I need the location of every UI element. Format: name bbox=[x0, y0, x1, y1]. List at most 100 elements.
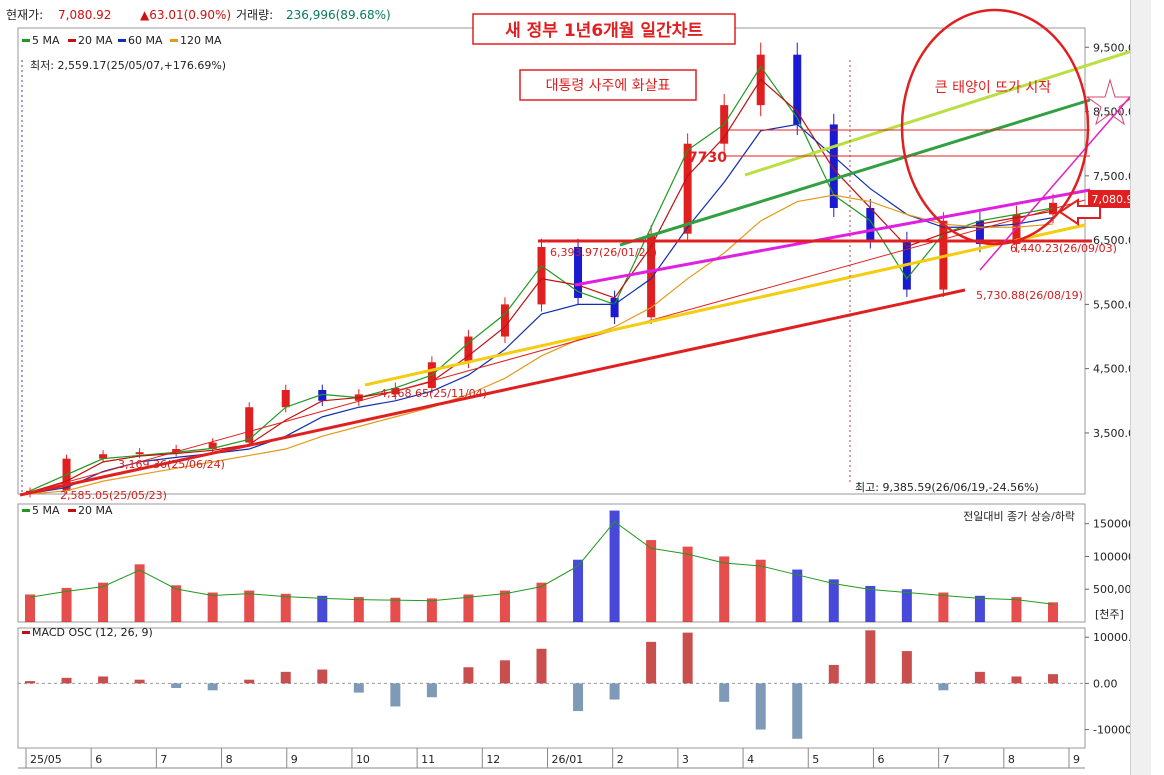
x-tick-label: 25/05 bbox=[30, 753, 62, 766]
vol-legend-label-0: 5 MA bbox=[32, 504, 60, 517]
macd-bar bbox=[98, 676, 109, 684]
macd-bar bbox=[974, 671, 985, 684]
candle-body bbox=[610, 297, 619, 318]
macd-bar bbox=[317, 669, 328, 684]
macd-bar bbox=[134, 679, 145, 684]
x-tick-label: 10 bbox=[356, 753, 370, 766]
legend-swatch-0 bbox=[22, 39, 30, 42]
macd-bar bbox=[171, 683, 182, 688]
macd-bar bbox=[353, 683, 364, 693]
change-value: ▲63.01(0.90%) bbox=[140, 8, 231, 22]
candle-body bbox=[245, 407, 254, 443]
legend-label-1: 20 MA bbox=[78, 34, 113, 47]
volume-bar bbox=[207, 592, 218, 622]
macd-bar bbox=[536, 648, 547, 684]
macd-y-tick-label: -10000.00 bbox=[1093, 724, 1130, 737]
volume-bar bbox=[646, 540, 657, 622]
level-7730: 7730 bbox=[688, 150, 727, 166]
trend-magenta bbox=[574, 188, 1091, 287]
volume-value: 236,996(89.68%) bbox=[286, 8, 391, 22]
sun-note: 큰 태양이 뜨가 시작 bbox=[935, 80, 1052, 96]
x-tick-label: 8 bbox=[226, 753, 233, 766]
legend-label-3: 120 MA bbox=[180, 34, 222, 47]
volume-bar bbox=[865, 585, 876, 622]
candle-body bbox=[318, 390, 327, 401]
x-tick-label: 5 bbox=[812, 753, 819, 766]
volume-bar bbox=[573, 559, 584, 622]
vol-legend-label-1: 20 MA bbox=[78, 504, 113, 517]
current-price-badge bbox=[1088, 190, 1130, 208]
candle-body bbox=[99, 454, 108, 459]
candle-body bbox=[500, 304, 509, 337]
trend-channel-thin bbox=[19, 199, 1086, 496]
volume-bar bbox=[536, 582, 547, 622]
volume-bar bbox=[719, 556, 730, 622]
price-y-tick-label: 4,500.00 bbox=[1093, 363, 1130, 376]
trend-lime bbox=[744, 50, 1130, 177]
x-tick-label: 2 bbox=[617, 753, 624, 766]
x-tick-label: 7 bbox=[943, 753, 950, 766]
x-tick-label: 12 bbox=[486, 753, 500, 766]
candle-body bbox=[647, 233, 656, 318]
trend-green bbox=[619, 98, 1091, 247]
vertical-scrollbar[interactable] bbox=[1130, 0, 1151, 775]
macd-y-tick-label: 0.00 bbox=[1093, 677, 1118, 690]
current-price-badge-text: 7,080.92 bbox=[1092, 193, 1130, 206]
candle-body bbox=[464, 336, 473, 363]
legend-swatch-3 bbox=[170, 39, 178, 42]
price-y-tick-label: 3,500.00 bbox=[1093, 427, 1130, 440]
price-y-tick-label: 9,500.00 bbox=[1093, 41, 1130, 54]
volume-bar bbox=[134, 564, 145, 622]
volume-bar bbox=[463, 594, 474, 622]
legend-swatch-2 bbox=[118, 39, 126, 42]
volume-bar bbox=[682, 546, 693, 622]
macd-bar bbox=[390, 683, 401, 707]
macd-bar bbox=[719, 683, 730, 702]
low-note: 최저: 2,559.17(25/05/07,+176.69%) bbox=[30, 59, 226, 72]
volume-bar bbox=[98, 582, 109, 622]
vol-y-tick-label: 1000000 bbox=[1093, 550, 1130, 563]
macd-bar bbox=[280, 671, 291, 684]
vol-ma5-line bbox=[29, 521, 1054, 605]
vol-y-tick-label: 500,000 bbox=[1093, 583, 1130, 596]
volume-bar bbox=[755, 559, 766, 622]
macd-bar bbox=[1048, 674, 1058, 684]
label-6393: 6,393.97(26/01/21) bbox=[550, 246, 657, 259]
legend-label-0: 5 MA bbox=[32, 34, 60, 47]
volume-bar bbox=[25, 594, 35, 622]
candle-body bbox=[866, 207, 875, 241]
volume-bar bbox=[280, 593, 291, 622]
x-tick-label: 9 bbox=[1073, 753, 1080, 766]
label-3169: 3,169.36(25/06/24) bbox=[118, 458, 225, 471]
volume-bar bbox=[390, 597, 401, 622]
ma-line-1 bbox=[29, 78, 1054, 493]
volume-label: 거래량: bbox=[236, 8, 273, 22]
macd-legend-swatch bbox=[22, 631, 30, 634]
high-note: 최고: 9,385.59(26/06/19,-24.56%) bbox=[855, 481, 1039, 494]
x-tick-label: 4 bbox=[747, 753, 754, 766]
x-tick-label: 6 bbox=[877, 753, 884, 766]
breakout-arrow-line bbox=[979, 95, 1130, 271]
label-6440: 6,440.23(26/09/03) bbox=[1010, 242, 1117, 255]
volume-bar bbox=[1048, 602, 1058, 622]
macd-bar bbox=[463, 667, 474, 684]
volume-unit-label: [천주] bbox=[1095, 607, 1124, 621]
macd-bar bbox=[499, 660, 510, 684]
volume-bar bbox=[792, 569, 803, 622]
volume-bar bbox=[938, 592, 949, 622]
chart-title: 새 정부 1년6개월 일간차트 bbox=[505, 21, 703, 41]
volume-bar bbox=[244, 590, 255, 622]
macd-panel bbox=[17, 627, 1086, 749]
volume-bar bbox=[901, 589, 912, 622]
x-tick-label: 6 bbox=[95, 753, 102, 766]
left-arrow-icon bbox=[1058, 198, 1101, 226]
vol-legend-swatch-1 bbox=[68, 509, 76, 512]
price-value: 7,080.92 bbox=[58, 8, 111, 22]
candle-body bbox=[574, 246, 583, 298]
star-icon bbox=[1085, 78, 1130, 126]
candle-body bbox=[135, 452, 144, 455]
candle-body bbox=[1012, 214, 1021, 244]
candle-body bbox=[829, 124, 838, 208]
vol-y-tick-label: 1500000 bbox=[1093, 518, 1130, 531]
x-tick-label: 9 bbox=[291, 753, 298, 766]
